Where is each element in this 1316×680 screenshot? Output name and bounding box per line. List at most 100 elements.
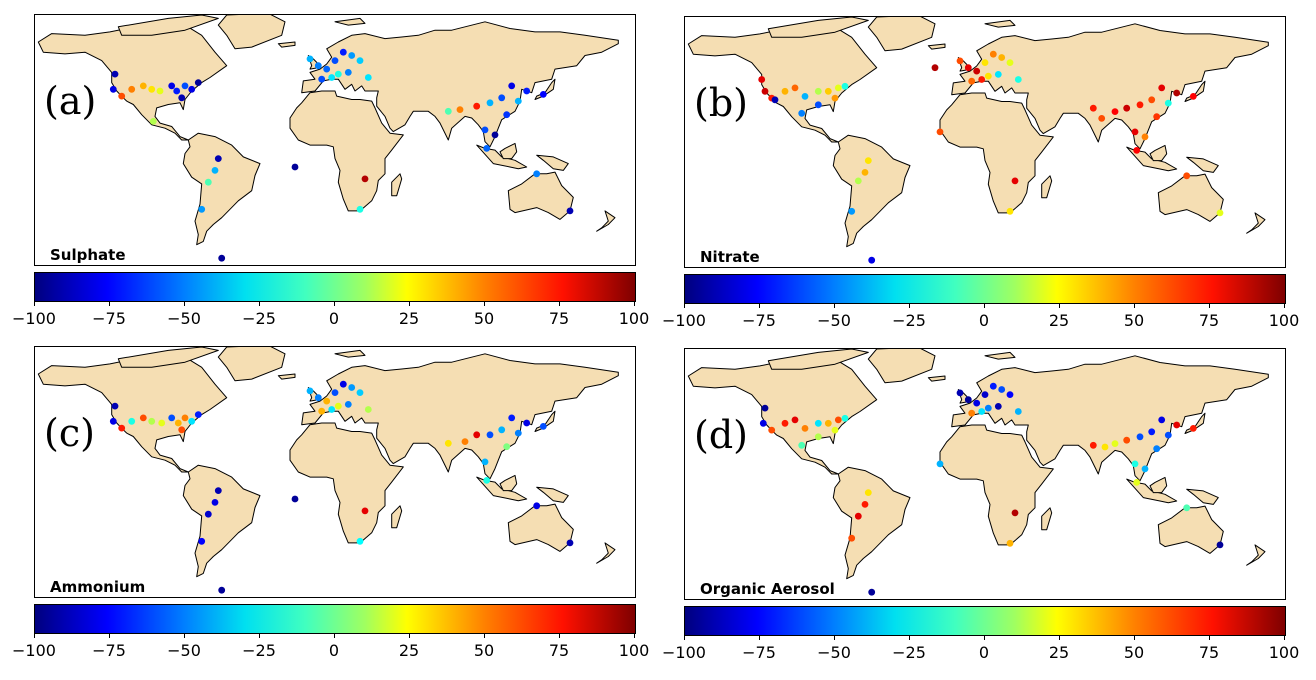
colorbar-tick-label: 75 (1198, 311, 1220, 330)
site-marker (841, 414, 849, 422)
colorbar-tick-mark (909, 635, 910, 640)
landmass-greenland (867, 349, 936, 384)
colorbar-tick-mark (109, 633, 110, 638)
site-marker (328, 406, 336, 413)
site-marker (984, 404, 992, 412)
site-marker (841, 82, 849, 90)
site-marker (331, 57, 339, 64)
site-marker (111, 402, 119, 410)
site-marker (503, 443, 511, 451)
site-marker (824, 87, 832, 95)
colorbar-tick-mark (634, 633, 635, 638)
site-marker (868, 588, 876, 596)
landmass-australia (1157, 173, 1224, 222)
site-marker (1098, 115, 1106, 122)
colorbar-tick-label: −25 (242, 309, 276, 328)
site-marker (1158, 84, 1166, 92)
colorbar (34, 272, 636, 302)
landmass-new-guinea (1186, 488, 1219, 505)
landmass-south-america (832, 466, 911, 580)
site-marker (461, 438, 469, 445)
colorbar-tick-mark (334, 633, 335, 638)
site-marker (473, 102, 481, 110)
site-marker (1216, 541, 1224, 549)
landmass-madagascar (391, 505, 403, 529)
site-marker (781, 419, 789, 427)
panel-a: (a) Sulphate −100 −75 −50 −25 0 25 50 75 100 (12, 14, 649, 346)
site-marker (168, 82, 176, 90)
site-marker (936, 128, 944, 136)
site-marker (1136, 433, 1144, 441)
landmass-indonesia (476, 144, 528, 170)
site-marker (761, 87, 769, 95)
landmass-madagascar (1041, 175, 1053, 199)
site-marker (444, 439, 452, 447)
site-marker (361, 175, 369, 183)
site-marker (989, 50, 997, 58)
site-marker (481, 458, 489, 466)
colorbar-tick-label: −25 (892, 643, 926, 662)
site-marker (214, 155, 222, 163)
site-marker (291, 495, 299, 503)
colorbar-tick-label: 75 (1198, 643, 1220, 662)
site-marker (824, 419, 832, 427)
map-svg (687, 349, 1269, 596)
site-marker (168, 414, 176, 422)
colorbar-tick-label: 0 (328, 641, 340, 660)
site-marker (814, 419, 822, 427)
landmass-africa (289, 90, 404, 212)
site-marker (1141, 133, 1149, 141)
site-marker (174, 419, 182, 427)
colorbar-tick-label: 100 (1268, 643, 1300, 662)
site-marker (533, 170, 541, 178)
site-marker (178, 426, 186, 434)
site-marker (331, 389, 339, 396)
colorbar-tick-mark (1059, 635, 1060, 640)
site-marker (1089, 104, 1097, 112)
colorbar-tick-mark (259, 301, 260, 306)
site-marker (218, 586, 226, 594)
site-marker (318, 407, 326, 415)
landmass-greenland (217, 15, 286, 50)
site-marker (204, 178, 212, 186)
colorbar-tick-label: −50 (817, 311, 851, 330)
landmass-australia (507, 503, 574, 552)
colorbar-tick-mark (684, 635, 685, 640)
site-marker (1153, 445, 1161, 453)
site-marker (503, 111, 511, 119)
colorbar-tick-mark (109, 301, 110, 306)
landmass-arctic-islands (117, 15, 219, 36)
site-marker (148, 417, 156, 425)
landmass-greenland (867, 17, 936, 52)
colorbar-tick-label: 25 (398, 641, 420, 660)
site-marker (361, 507, 369, 515)
site-marker (156, 87, 164, 95)
site-marker (861, 169, 869, 176)
landmass-australia (1157, 505, 1224, 554)
site-marker (348, 384, 356, 391)
colorbar-tick-label: 25 (1048, 643, 1070, 662)
site-marker (356, 389, 364, 396)
site-marker (861, 501, 869, 508)
site-marker (566, 539, 574, 547)
colorbar-tick-label: −50 (167, 309, 201, 328)
world-map-a (34, 14, 636, 266)
site-marker (998, 386, 1006, 393)
site-marker (118, 424, 126, 432)
site-marker (139, 82, 147, 90)
landmass-borneo (1149, 144, 1168, 162)
landmass-new-guinea (536, 154, 569, 171)
species-label: Ammonium (50, 578, 146, 596)
colorbar-tick-mark (1209, 303, 1210, 308)
colorbar-tick-label: −75 (742, 643, 776, 662)
panel-c: (c) Ammonium −100 −75 −50 −25 0 25 50 75 100 (12, 346, 649, 678)
site-marker (473, 431, 481, 439)
site-marker (109, 417, 117, 425)
site-marker (1006, 59, 1014, 66)
site-marker (188, 85, 196, 93)
colorbar-tick-mark (759, 635, 760, 640)
site-marker (854, 512, 862, 520)
site-marker (973, 399, 981, 407)
site-marker (498, 426, 506, 434)
site-marker (973, 67, 981, 75)
